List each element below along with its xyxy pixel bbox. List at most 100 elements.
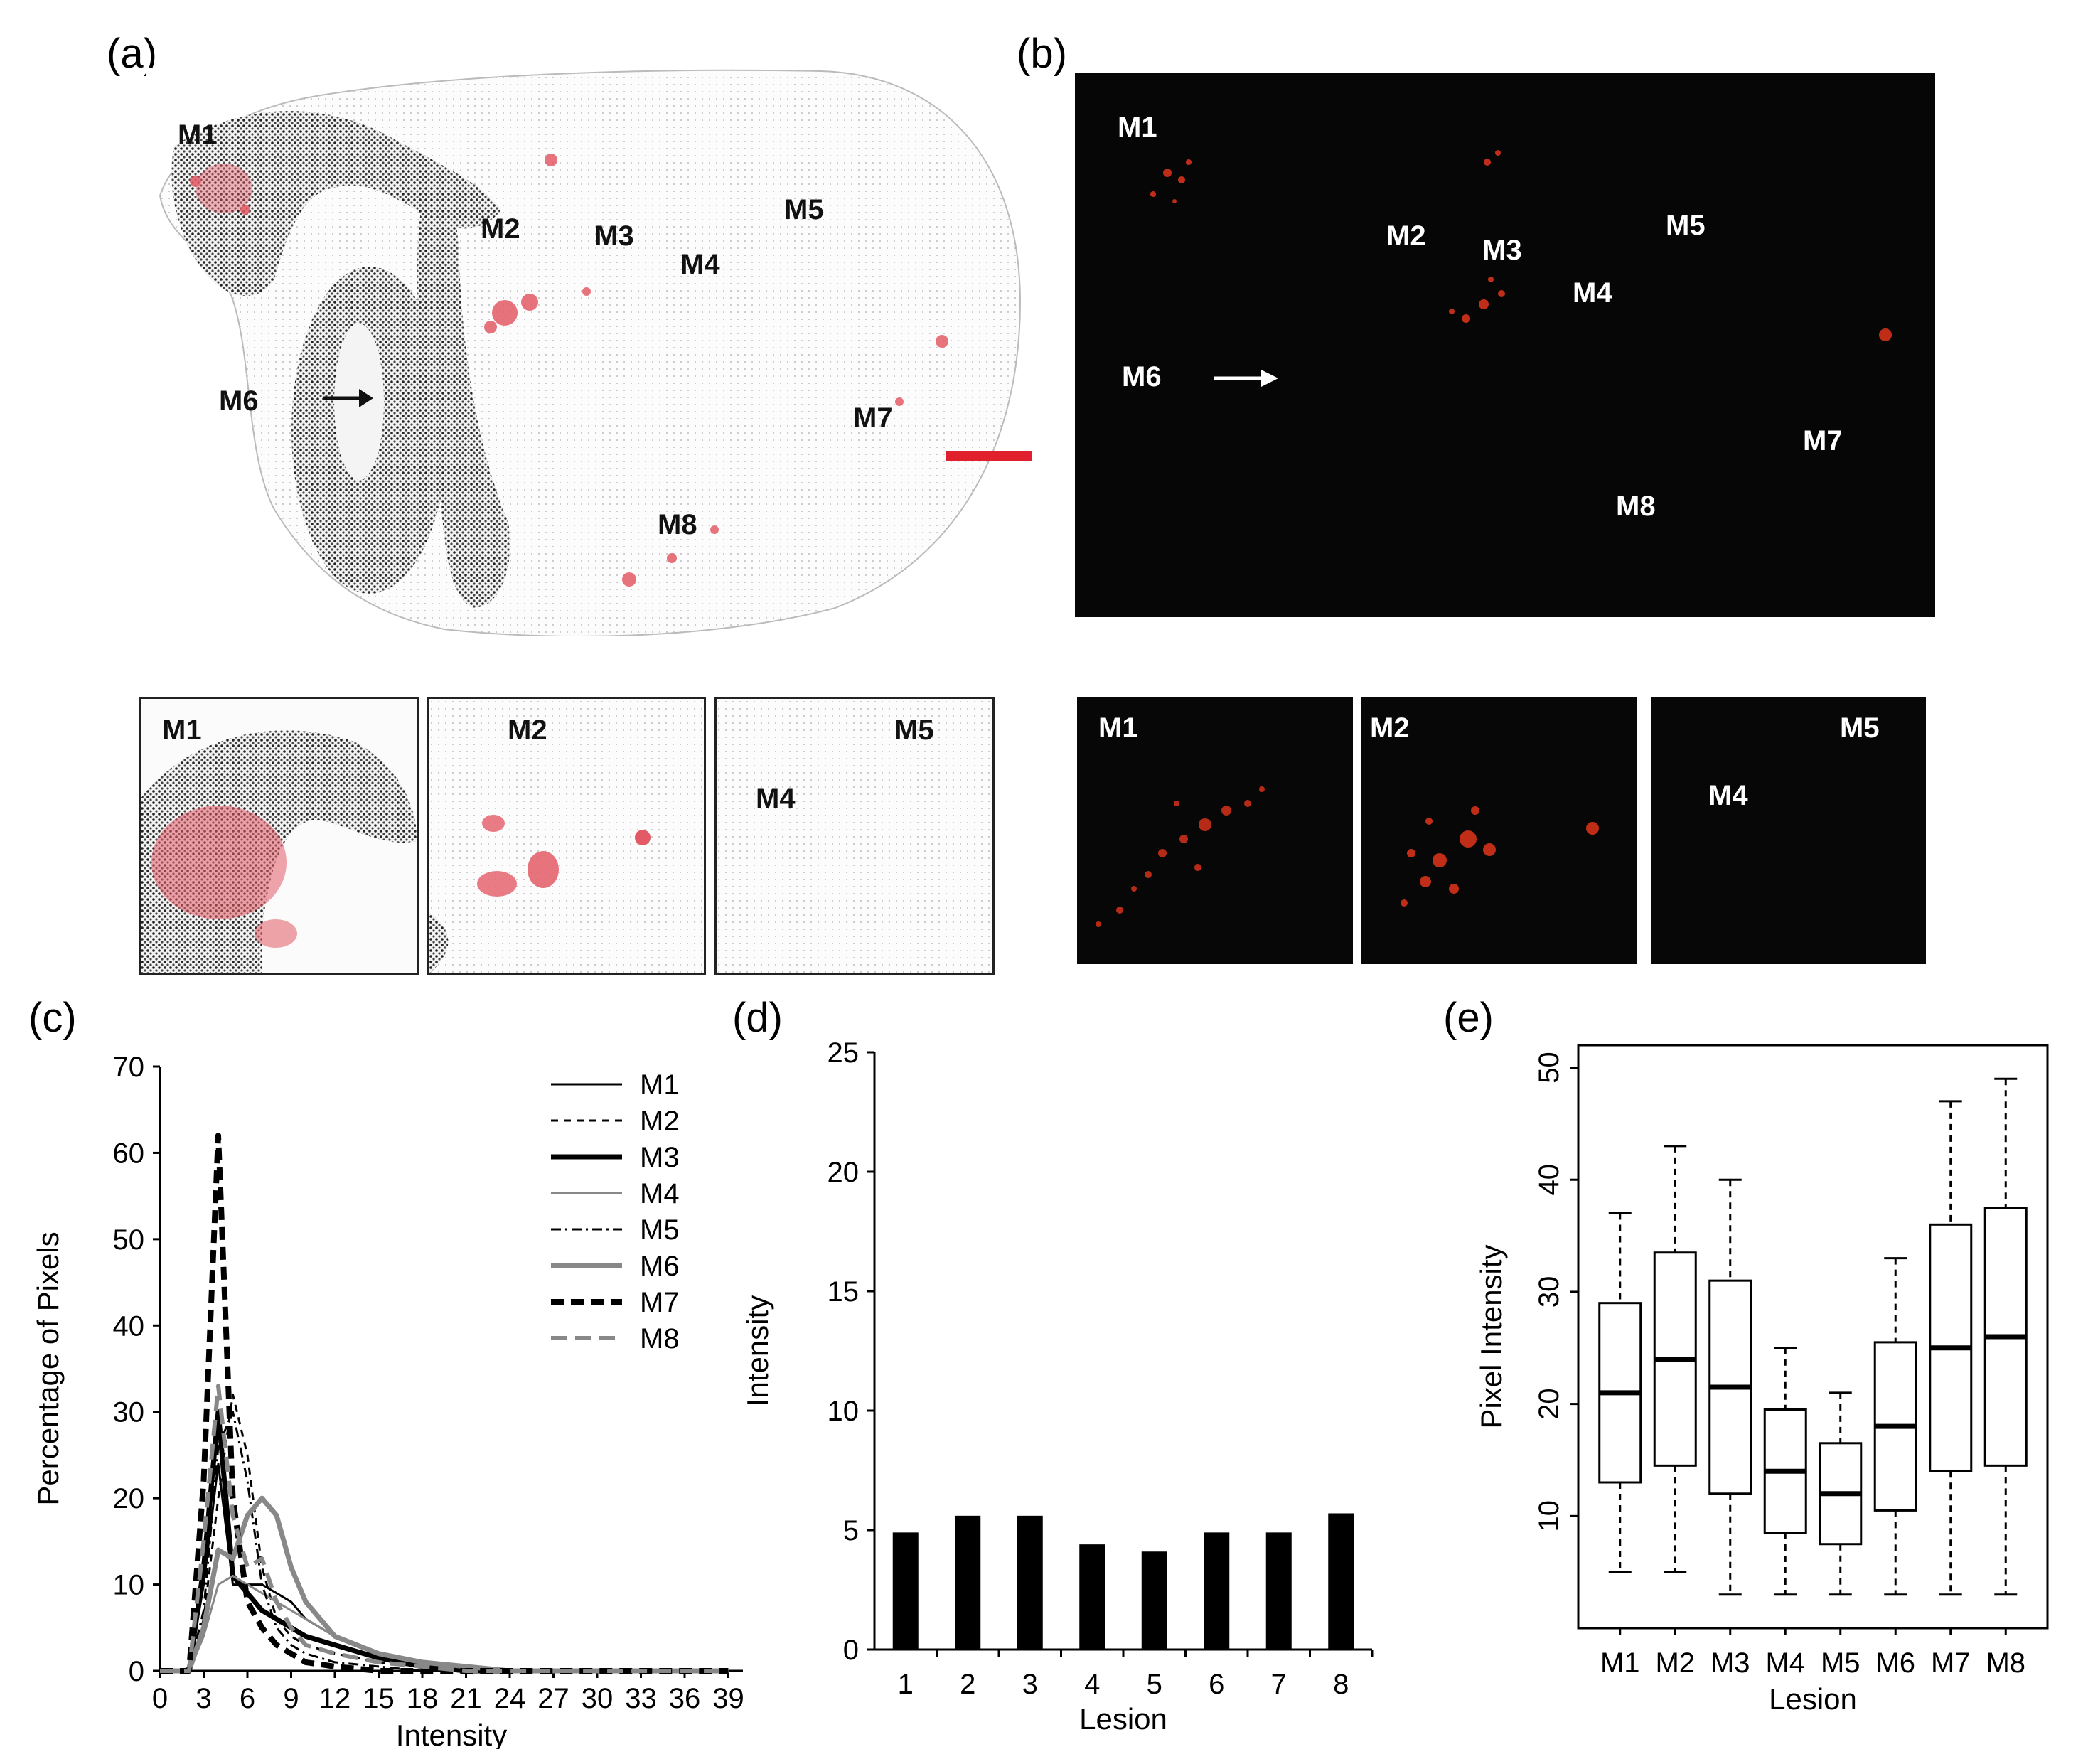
x-axis-label: Lesion [1769,1682,1857,1716]
y-axis-label: Pixel Intensity [1474,1244,1508,1428]
x-tick-label: 18 [407,1683,439,1714]
x-tick-label: 15 [363,1683,395,1714]
label-b-m8: M8 [1616,491,1656,522]
series-line-m7 [160,1133,729,1674]
x-tick-label: 12 [319,1683,351,1714]
panel-d-letter: (d) [732,995,783,1041]
box-plot-e: 10 20 30 40 50 M1 M2 M3 M4 M5 M6 M7 M8 Lesion Pixel In… [1474,1044,2049,1716]
bar-6 [1204,1532,1230,1650]
x-tick-label: M7 [1931,1647,1971,1679]
label-inset-b-m1: M1 [1098,712,1138,744]
inset-a-m4-m5: M5 M4 [714,697,995,975]
label-a-m6: M6 [219,385,259,417]
y-tick-label: 10 [828,1396,860,1427]
label-inset-a-m5: M5 [894,715,934,746]
x-tick-label: 6 [1209,1669,1224,1700]
y-tick-label: 50 [113,1224,145,1256]
bar-7 [1265,1532,1292,1650]
legend-label-m2: M2 [640,1106,680,1137]
box-m3 [1708,1178,1752,1596]
x-tick-label: 27 [537,1683,569,1714]
series-line-m5 [160,1411,729,1672]
y-tick-label: 40 [1533,1164,1565,1196]
inset-b-m1: M1 [1077,697,1353,964]
y-tick-label: 25 [828,1037,860,1069]
label-a-m4: M4 [680,249,720,280]
box-m6 [1873,1257,1917,1596]
label-a-m5: M5 [784,194,824,225]
bar-1 [892,1532,919,1650]
y-axis-label: Percentage of Pixels [31,1231,65,1505]
label-a-m8: M8 [658,509,697,540]
x-tick-label: M1 [1600,1647,1640,1679]
x-tick-label: 9 [283,1683,299,1714]
y-tick-label: 10 [113,1570,145,1601]
label-b-m7: M7 [1803,425,1843,456]
y-tick-label: 0 [129,1656,144,1687]
x-tick-label: 0 [152,1683,168,1714]
label-inset-b-m5: M5 [1840,712,1880,744]
series-line-m2 [160,1393,729,1672]
y-tick-label: 30 [113,1397,145,1428]
y-tick-label: 50 [1533,1052,1565,1084]
x-tick-label: 3 [1022,1669,1038,1700]
x-tick-label: 6 [240,1683,255,1714]
panel-c-letter: (c) [28,995,77,1041]
x-tick-label: M3 [1710,1647,1750,1679]
x-tick-label: 36 [669,1683,701,1714]
y-tick-label: 10 [1533,1500,1565,1532]
y-tick-label: 60 [113,1138,145,1169]
label-a-m7: M7 [853,402,893,434]
label-inset-b-m2: M2 [1370,712,1410,744]
label-b-m5: M5 [1666,210,1706,241]
legend-label-m3: M3 [640,1142,680,1173]
x-tick-label: M8 [1986,1647,2025,1679]
box-m7 [1929,1100,1973,1596]
y-tick-label: 15 [828,1276,860,1308]
x-tick-label: M5 [1821,1647,1861,1679]
x-tick-label: 24 [494,1683,526,1714]
box-m2 [1653,1145,1697,1573]
label-inset-a-m2: M2 [508,715,547,746]
label-a-m2: M2 [481,213,520,245]
panel-e-letter: (e) [1443,995,1494,1041]
inset-a-m2: M2 [427,697,706,975]
inset-b-m4-m5: M5 M4 [1651,697,1926,964]
x-tick-label: 5 [1147,1669,1162,1700]
y-tick-label: 20 [828,1157,860,1188]
box-m8 [1983,1077,2028,1596]
series-line-m6 [160,1495,729,1674]
arrow-right-icon [1214,367,1278,390]
x-tick-label: 1 [898,1669,914,1700]
x-tick-label: 3 [196,1683,211,1714]
bar-5 [1141,1551,1167,1650]
label-b-m4: M4 [1573,277,1612,309]
x-axis-label: Intensity [396,1718,507,1749]
label-a-m3: M3 [594,220,634,252]
brain-section-drawing-a [159,69,1022,637]
x-axis-label: Lesion [1079,1702,1167,1736]
box-m1 [1598,1212,1642,1573]
x-tick-label: 4 [1084,1669,1100,1700]
x-tick-label: M2 [1655,1647,1695,1679]
y-axis-label: Intensity [741,1295,774,1406]
legend-label-m7: M7 [640,1287,680,1318]
inset-a-m1: M1 [139,697,419,975]
fluorescence-photo-b [1075,73,1935,617]
box-m5 [1819,1391,1863,1596]
legend-label-m6: M6 [640,1251,680,1282]
x-tick-label: M6 [1875,1647,1915,1679]
box-m4 [1763,1347,1807,1596]
y-tick-label: 0 [843,1635,859,1666]
series-line-m3 [160,1409,729,1674]
x-tick-label: 33 [625,1683,657,1714]
x-tick-label: 8 [1333,1669,1349,1700]
x-tick-label: 7 [1271,1669,1287,1700]
bar-3 [1017,1515,1043,1650]
y-tick-label: 5 [843,1515,859,1546]
legend-label-m4: M4 [640,1178,680,1209]
bar-2 [955,1515,981,1650]
y-tick-label: 20 [113,1483,145,1514]
label-b-m3: M3 [1482,235,1522,266]
bar-4 [1079,1544,1105,1650]
